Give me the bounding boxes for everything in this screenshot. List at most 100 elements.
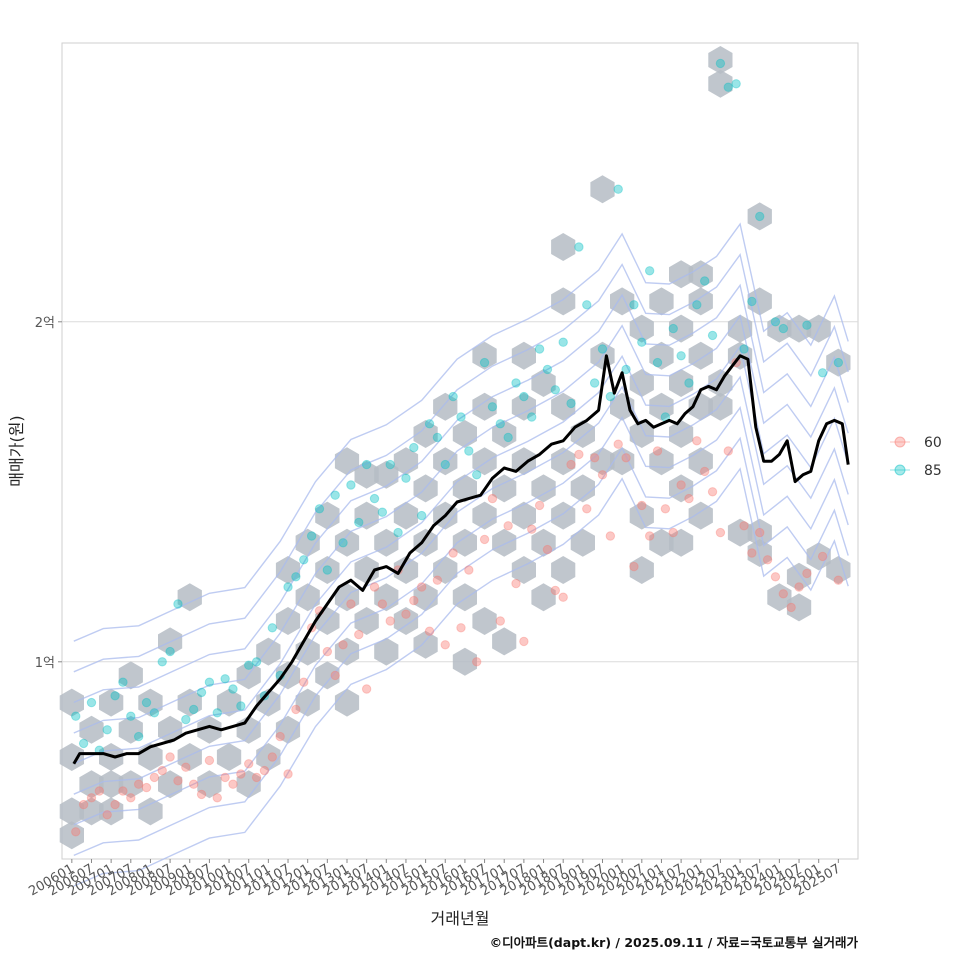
scatter-point-60 (110, 799, 120, 810)
density-contour (73, 283, 849, 704)
hexbin-cell (177, 688, 202, 717)
scatter-point-60 (275, 731, 285, 742)
density-contour (73, 222, 849, 642)
scatter-point-85 (589, 378, 600, 388)
scatter-point-85 (71, 711, 81, 721)
hexbin-cell (669, 528, 694, 557)
scatter-point-60 (78, 799, 89, 810)
scatter-point-85 (291, 572, 301, 582)
scatter-point-85 (251, 657, 262, 667)
scatter-point-60 (802, 568, 812, 579)
scatter-point-60 (739, 521, 749, 531)
scatter-point-60 (291, 704, 301, 715)
hexbin-cell (374, 637, 399, 666)
scatter-point-60 (597, 470, 608, 480)
hexbin-cell (786, 562, 812, 591)
legend: 60 85 (890, 435, 942, 479)
hexbin-cell (767, 314, 792, 343)
scatter-point-85 (244, 660, 254, 670)
hexbin-cell (688, 260, 713, 289)
hexbin-cell (452, 528, 477, 557)
scatter-point-85 (739, 344, 749, 354)
scatter-point-85 (715, 58, 726, 69)
scatter-point-60 (817, 551, 828, 562)
scatter-point-60 (204, 755, 215, 766)
hexbin-cell (256, 688, 281, 717)
hexbin-cell (688, 287, 713, 316)
scatter-point-60 (637, 500, 647, 511)
hexbin-cell (747, 518, 772, 547)
scatter-point-85 (770, 317, 781, 327)
scatter-point-85 (173, 599, 183, 609)
scatter-point-85 (361, 459, 372, 470)
scatter-point-85 (456, 412, 466, 422)
hexbin-cell (649, 341, 674, 370)
scatter-point-85 (212, 708, 222, 718)
scatter-point-60 (534, 500, 545, 511)
scatter-point-60 (629, 561, 639, 572)
scatter-point-85 (833, 357, 844, 368)
hexbin-cell (492, 420, 517, 448)
scatter-point-60 (212, 793, 222, 803)
scatter-point-60 (589, 453, 600, 463)
scatter-point-60 (424, 626, 435, 636)
hexbin-cell (649, 528, 674, 557)
hexbin-cell (747, 202, 772, 231)
scatter-point-60 (448, 548, 458, 558)
hexbin-cell (295, 583, 320, 612)
scatter-point-60 (251, 772, 262, 783)
scatter-point-60 (181, 762, 191, 772)
scatter-point-60 (94, 786, 105, 796)
hexbin-cell (570, 528, 595, 557)
scatter-point-85 (118, 677, 128, 687)
scatter-point-85 (464, 446, 474, 456)
scatter-point-60 (707, 487, 718, 497)
scatter-point-85 (306, 531, 317, 541)
scatter-point-85 (228, 684, 238, 694)
hexbin-cell (354, 460, 379, 489)
scatter-point-85 (676, 351, 686, 361)
hexbin-cell (177, 743, 202, 771)
scatter-point-85 (613, 184, 623, 194)
hexbin-cell (452, 474, 477, 503)
scatter-point-85 (141, 697, 152, 708)
scatter-point-60 (456, 623, 466, 633)
scatter-point-60 (133, 779, 144, 789)
hexbin-cell (256, 637, 281, 666)
hexbin-cell (727, 518, 753, 547)
density-contour (73, 436, 849, 857)
scatter-point-60 (228, 779, 238, 789)
hexbin-cell (452, 583, 477, 612)
scatter-point-85 (393, 527, 403, 538)
hexbin-cell (197, 770, 222, 799)
scatter-point-60 (322, 646, 333, 657)
hexbin-cell (59, 743, 84, 771)
scatter-point-60 (582, 504, 592, 514)
hexbin-cell (551, 556, 576, 584)
scatter-point-60 (723, 446, 733, 456)
scatter-point-60 (668, 527, 678, 538)
scatter-point-85 (597, 344, 608, 354)
scatter-point-60 (409, 595, 419, 606)
hexbin-cell (629, 501, 654, 530)
scatter-point-60 (558, 592, 568, 602)
scatter-point-60 (794, 582, 804, 592)
scatter-point-85 (346, 480, 356, 490)
scatter-point-60 (299, 677, 309, 687)
scatter-point-60 (102, 810, 112, 820)
legend-entry-85: 85 (890, 463, 942, 479)
scatter-point-60 (338, 640, 348, 650)
hexbin-cell (708, 392, 733, 421)
scatter-point-85 (527, 412, 537, 422)
hexbin-cell (334, 637, 360, 666)
scatter-point-60 (472, 657, 482, 667)
scatter-point-85 (165, 646, 175, 657)
scatter-point-60 (762, 555, 773, 565)
hexbin-cell (747, 287, 772, 316)
scatter-point-60 (141, 782, 152, 793)
scatter-point-60 (118, 786, 128, 796)
hexbin-cell (413, 583, 438, 612)
scatter-point-85 (487, 402, 498, 412)
scatter-point-85 (424, 419, 435, 429)
scatter-point-60 (770, 572, 781, 582)
